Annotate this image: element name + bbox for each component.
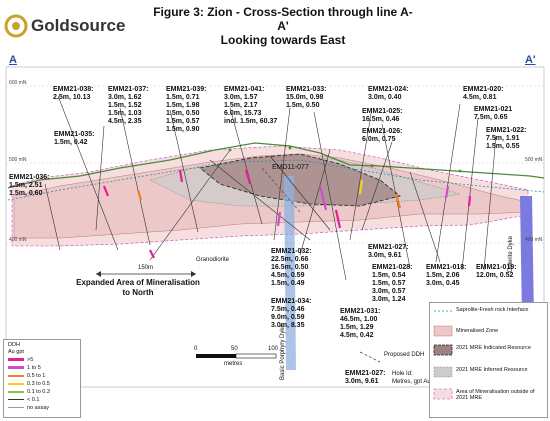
legend-mineralised: Mineralised Zone [456,328,499,334]
hole-label-031: EMM21-031: 46.5m, 1.00 1.5m, 1.29 4.5m, 0.4… [340,308,381,339]
legend-mineralised-swatch [433,325,453,337]
legend-outside: Area of Mineralisation outside of 2021 M… [456,389,535,401]
ddh-row-1: 1 to 5 [8,365,41,371]
granodiorite-label: Granodiorite [196,257,230,263]
expanded-area-label: Expanded Area of Mineralisation to North [76,278,200,297]
title-line1: Figure 3: Zion - Cross-Section through l… [153,5,413,33]
legend-inferred: 2021 MRE Inferred Resource [456,367,528,373]
porphyry-label: Basic Porphyry Dyke [280,324,286,380]
ddh-row-0: >5 [8,357,33,363]
legend-indicated: 2021 MRE Indicated Resource [456,345,531,351]
logo-icon [4,14,28,38]
logo: Goldsource [4,14,125,38]
hole-label-037: EMM21-037: 3.0m, 1.62 1.5m, 1.52 1.5m, 1.03… [108,86,149,125]
metre-scale-bar [196,353,277,359]
hole-label-019: EMM21-019: 12.0m, 0.52 [476,264,517,279]
figure-title: Figure 3: Zion - Cross-Section through l… [148,5,418,47]
ddh-row-5: < 0.1 [8,397,39,403]
hole-key-example: EMM21-027: 3.0m, 9.61 [345,370,386,385]
collars [228,146,462,173]
rl-400-left: 400 mN [9,237,27,243]
hole-label-038: EMM21-038: 2.5m, 10.13 [53,86,94,101]
hole-label-034: EMM21-034: 7.5m, 0.46 9.0m, 0.59 3.0m, 8.35 [271,298,312,329]
legend-indicated-swatch [433,344,453,356]
porphyry-dyke [284,176,296,370]
rl-600-left: 600 mN [9,80,27,86]
title-line2: Looking towards East [220,33,346,47]
logo-text: Goldsource [31,16,126,35]
map-legend: Saprolite-Fresh rock Interface Mineralis… [429,302,548,418]
proposed-ddh-label: Proposed DDH [384,352,425,358]
hole-label-022: EMM21-022: 7.5m, 1.91 1.5m, 0.55 [486,127,527,150]
ddh-row-6: no assay [8,405,49,411]
ddh-row-3: 0.3 to 0.5 [8,381,50,387]
ddh-row-2: 0.5 to 1 [8,373,45,379]
hole-label-041: EMM21-041: 3.0m, 1.57 1.5m, 2.17 6.0m, 15.7… [224,86,278,125]
saprolite-interface [7,159,545,201]
legend-saprolite: Saprolite-Fresh rock Interface [456,307,529,313]
legend-inferred-swatch [433,366,453,378]
hole-label-018: EMM21-018: 1.5m, 2.06 3.0m, 0.45 [426,264,467,287]
assay-intervals [102,169,472,259]
section-frame [5,66,545,388]
ddh-row-4: 0.1 to 0.3 [8,389,50,395]
scale-tick-0: 0 [194,346,198,352]
scale-units: metres [224,361,243,367]
hole-label-024: EMM21-024: 3.0m, 0.40 [368,86,409,101]
drill-holes [44,95,497,281]
hole-label-028: EMM21-028: 1.5m, 0.54 1.5m, 0.57 3.0m, 0.57… [372,264,413,303]
ddh-subtitle: Au gpt [8,349,24,355]
dolerite-dyke [520,196,534,320]
hole-label-032: EMM21-032: 22.5m, 0.66 16.5m, 0.50 4.5m, 0.… [271,248,312,287]
section-label-left: A [9,54,17,66]
scale-tick-50: 50 [231,346,238,352]
hole-label-026: EMM21-026: 6.0m, 0.75 [362,128,403,143]
legend-outside-swatch [433,388,453,400]
emd-label: EMD11-077 [272,164,309,171]
scale-150-label: 150m [138,265,154,271]
indicated-resource [199,153,401,207]
hole-label-020: EMM21-020: 4.5m, 0.81 [463,86,504,101]
rl-500-right: 500 mN [525,157,543,163]
rl-500-left: 500 mN [9,157,27,163]
dolerite-label: Dolerite Dyke [508,235,514,272]
hole-key-desc: Hole Id: Metres, gpt Au [392,371,431,385]
hole-label-035: EMM21-035: 1.5m, 0.42 [54,131,95,146]
hole-label-033: EMM21-033: 15.0m, 0.98 1.5m, 0.50 [286,86,327,109]
section-label-right: A' [525,54,536,66]
hole-label-025: EMM21-025: 16.5m, 0.46 [362,108,403,123]
topography-surface [7,142,545,189]
hole-label-021: EMM21-021 7.5m, 0.65 [474,106,513,121]
hole-label-027: EMM21-027: 3.0m, 9.61 [368,244,409,259]
hole-label-039: EMM21-039: 1.5m, 0.71 1.5m, 1.98 1.5m, 0.50… [166,86,207,133]
scale-tick-100: 100 [268,346,279,352]
hole-label-036: EMM21-036: 1.5m, 2.51 1.5m, 0.60 [9,174,50,197]
ddh-title: DDH [8,342,20,348]
proposed-ddh-line [359,351,381,363]
rl-400-right: 400 mN [525,237,543,243]
ddh-legend: DDH Au gpt >5 1 to 5 0.5 to 1 0.3 to 0.5… [3,339,81,418]
